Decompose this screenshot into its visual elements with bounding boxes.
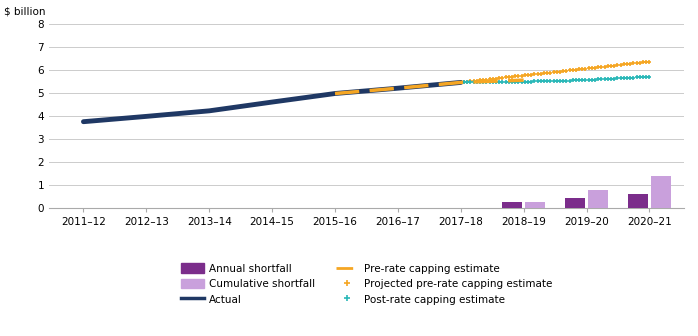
Bar — [503, 202, 522, 208]
Legend: Annual shortfall, Cumulative shortfall, Actual, Pre-rate capping estimate, Proje: Annual shortfall, Cumulative shortfall, … — [181, 263, 552, 304]
Bar — [628, 194, 648, 208]
Bar — [651, 176, 671, 208]
Bar — [565, 198, 586, 208]
Bar — [525, 202, 545, 208]
Text: $ billion: $ billion — [4, 6, 46, 16]
Bar — [588, 190, 608, 208]
